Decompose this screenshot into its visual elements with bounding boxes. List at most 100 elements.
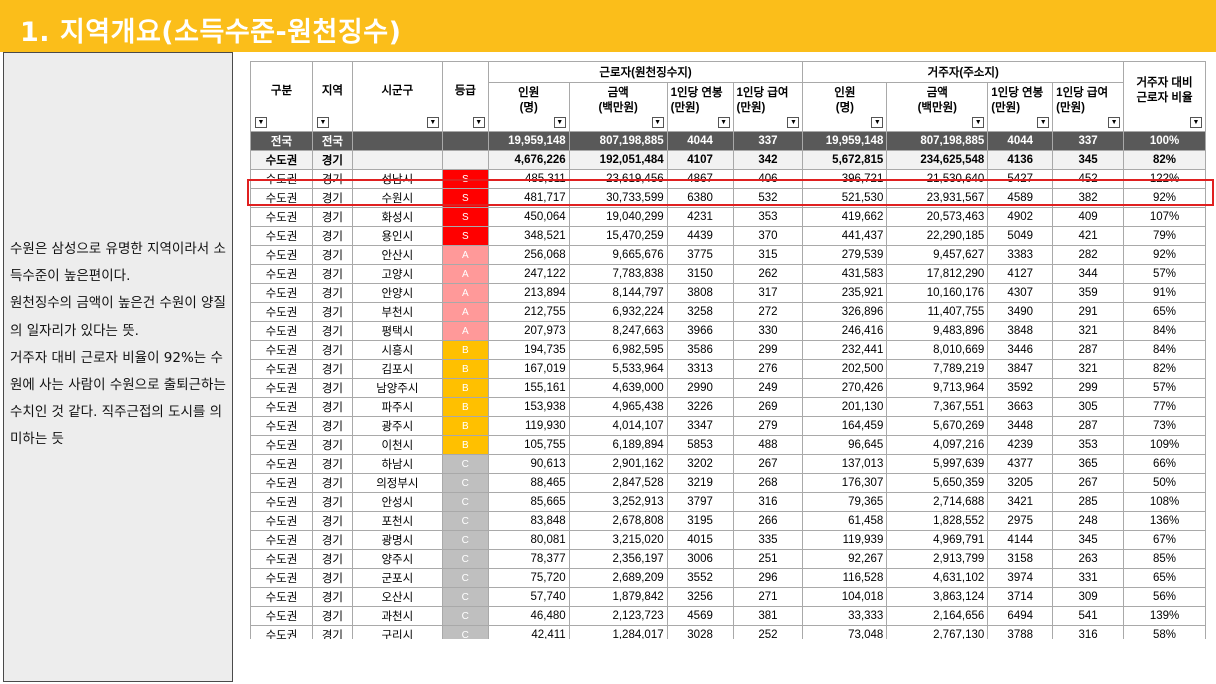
- cell-w-amount[interactable]: 1,284,017: [569, 626, 667, 640]
- cell-city[interactable]: [352, 151, 442, 170]
- cell-w-pay[interactable]: 271: [733, 588, 803, 607]
- cell-gubun[interactable]: 수도권: [251, 455, 313, 474]
- cell-grade[interactable]: S: [442, 189, 488, 208]
- cell-r-annual[interactable]: 3383: [988, 246, 1053, 265]
- cell-ratio[interactable]: 108%: [1124, 493, 1206, 512]
- cell-w-amount[interactable]: 807,198,885: [569, 132, 667, 151]
- cell-r-people[interactable]: 176,307: [803, 474, 887, 493]
- cell-grade[interactable]: B: [442, 436, 488, 455]
- cell-w-people[interactable]: 78,377: [488, 550, 569, 569]
- cell-r-annual[interactable]: 3663: [988, 398, 1053, 417]
- cell-ratio[interactable]: 67%: [1124, 531, 1206, 550]
- cell-region[interactable]: 경기: [312, 379, 352, 398]
- cell-w-amount[interactable]: 4,965,438: [569, 398, 667, 417]
- filter-dropdown-icon[interactable]: [255, 117, 267, 128]
- cell-city[interactable]: 이천시: [352, 436, 442, 455]
- cell-city[interactable]: 평택시: [352, 322, 442, 341]
- cell-w-people[interactable]: 212,755: [488, 303, 569, 322]
- cell-gubun[interactable]: 수도권: [251, 626, 313, 640]
- cell-w-amount[interactable]: 2,689,209: [569, 569, 667, 588]
- cell-grade[interactable]: C: [442, 493, 488, 512]
- cell-w-pay[interactable]: 272: [733, 303, 803, 322]
- cell-r-pay[interactable]: 299: [1053, 379, 1124, 398]
- cell-r-pay[interactable]: 421: [1053, 227, 1124, 246]
- cell-gubun[interactable]: 수도권: [251, 531, 313, 550]
- cell-region[interactable]: 경기: [312, 322, 352, 341]
- cell-r-amount[interactable]: 2,913,799: [887, 550, 988, 569]
- cell-w-annual[interactable]: 3586: [667, 341, 733, 360]
- cell-region[interactable]: 경기: [312, 246, 352, 265]
- cell-city[interactable]: 광주시: [352, 417, 442, 436]
- cell-w-people[interactable]: 247,122: [488, 265, 569, 284]
- cell-r-annual[interactable]: 4377: [988, 455, 1053, 474]
- cell-r-pay[interactable]: 309: [1053, 588, 1124, 607]
- cell-r-pay[interactable]: 282: [1053, 246, 1124, 265]
- cell-r-pay[interactable]: 382: [1053, 189, 1124, 208]
- cell-r-people[interactable]: 61,458: [803, 512, 887, 531]
- cell-w-pay[interactable]: 268: [733, 474, 803, 493]
- cell-r-annual[interactable]: 3788: [988, 626, 1053, 640]
- cell-w-amount[interactable]: 192,051,484: [569, 151, 667, 170]
- cell-r-annual[interactable]: 3714: [988, 588, 1053, 607]
- cell-r-amount[interactable]: 2,714,688: [887, 493, 988, 512]
- cell-region[interactable]: 경기: [312, 189, 352, 208]
- cell-ratio[interactable]: 57%: [1124, 379, 1206, 398]
- cell-r-pay[interactable]: 321: [1053, 322, 1124, 341]
- cell-w-pay[interactable]: 337: [733, 132, 803, 151]
- cell-r-pay[interactable]: 263: [1053, 550, 1124, 569]
- cell-city[interactable]: 수원시: [352, 189, 442, 208]
- cell-w-annual[interactable]: 3219: [667, 474, 733, 493]
- cell-w-people[interactable]: 348,521: [488, 227, 569, 246]
- filter-dropdown-icon[interactable]: [652, 117, 664, 128]
- cell-r-amount[interactable]: 9,457,627: [887, 246, 988, 265]
- cell-ratio[interactable]: 65%: [1124, 303, 1206, 322]
- cell-city[interactable]: 성남시: [352, 170, 442, 189]
- cell-grade[interactable]: C: [442, 607, 488, 626]
- cell-w-annual[interactable]: 3006: [667, 550, 733, 569]
- cell-gubun[interactable]: 수도권: [251, 246, 313, 265]
- cell-w-pay[interactable]: 262: [733, 265, 803, 284]
- cell-r-amount[interactable]: 20,573,463: [887, 208, 988, 227]
- cell-grade[interactable]: S: [442, 227, 488, 246]
- cell-ratio[interactable]: 58%: [1124, 626, 1206, 640]
- cell-grade[interactable]: A: [442, 303, 488, 322]
- cell-w-people[interactable]: 105,755: [488, 436, 569, 455]
- cell-grade[interactable]: [442, 151, 488, 170]
- cell-r-pay[interactable]: 285: [1053, 493, 1124, 512]
- cell-r-people[interactable]: 235,921: [803, 284, 887, 303]
- cell-w-people[interactable]: 450,064: [488, 208, 569, 227]
- cell-w-people[interactable]: 42,411: [488, 626, 569, 640]
- cell-r-annual[interactable]: 3421: [988, 493, 1053, 512]
- cell-w-annual[interactable]: 3775: [667, 246, 733, 265]
- cell-ratio[interactable]: 84%: [1124, 322, 1206, 341]
- cell-w-annual[interactable]: 3347: [667, 417, 733, 436]
- cell-gubun[interactable]: 수도권: [251, 474, 313, 493]
- cell-r-annual[interactable]: 6494: [988, 607, 1053, 626]
- cell-w-pay[interactable]: 335: [733, 531, 803, 550]
- cell-w-amount[interactable]: 23,619,456: [569, 170, 667, 189]
- cell-r-people[interactable]: 232,441: [803, 341, 887, 360]
- cell-w-annual[interactable]: 5853: [667, 436, 733, 455]
- cell-gubun[interactable]: 수도권: [251, 550, 313, 569]
- cell-w-people[interactable]: 485,311: [488, 170, 569, 189]
- cell-w-annual[interactable]: 3028: [667, 626, 733, 640]
- cell-grade[interactable]: [442, 132, 488, 151]
- cell-w-pay[interactable]: 266: [733, 512, 803, 531]
- cell-city[interactable]: 안양시: [352, 284, 442, 303]
- cell-w-people[interactable]: 207,973: [488, 322, 569, 341]
- cell-r-amount[interactable]: 7,367,551: [887, 398, 988, 417]
- cell-r-amount[interactable]: 1,828,552: [887, 512, 988, 531]
- cell-r-pay[interactable]: 353: [1053, 436, 1124, 455]
- cell-w-people[interactable]: 75,720: [488, 569, 569, 588]
- cell-region[interactable]: 경기: [312, 455, 352, 474]
- cell-r-people[interactable]: 202,500: [803, 360, 887, 379]
- cell-gubun[interactable]: 수도권: [251, 398, 313, 417]
- cell-r-pay[interactable]: 287: [1053, 417, 1124, 436]
- cell-w-people[interactable]: 80,081: [488, 531, 569, 550]
- filter-dropdown-icon[interactable]: [787, 117, 799, 128]
- cell-r-amount[interactable]: 22,290,185: [887, 227, 988, 246]
- cell-r-people[interactable]: 119,939: [803, 531, 887, 550]
- cell-w-pay[interactable]: 488: [733, 436, 803, 455]
- cell-r-annual[interactable]: 4589: [988, 189, 1053, 208]
- cell-w-amount[interactable]: 3,252,913: [569, 493, 667, 512]
